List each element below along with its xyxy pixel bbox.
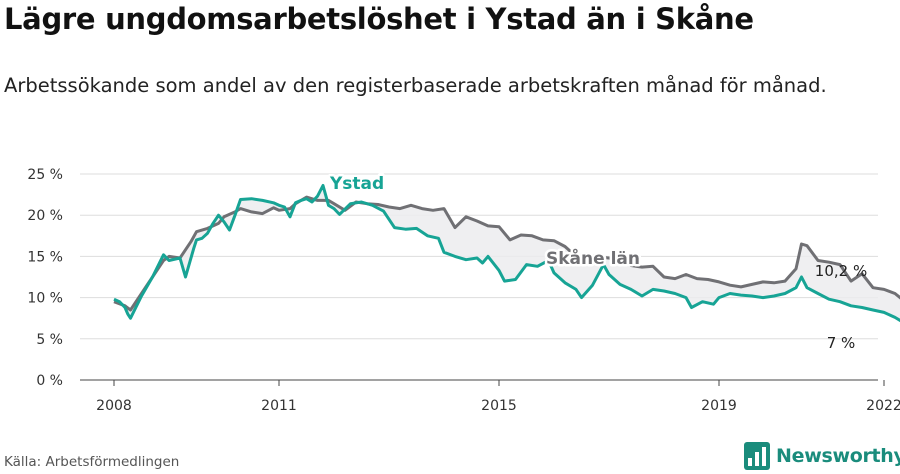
chart-title: Lägre ungdomsarbetslöshet i Ystad än i S… (4, 2, 754, 36)
source-note: Källa: Arbetsförmedlingen (4, 454, 180, 470)
newsworthy-logo-icon (744, 442, 770, 470)
y-tick-label: 25 % (27, 167, 63, 183)
y-tick-label: 5 % (36, 332, 63, 348)
gap-band (114, 185, 900, 321)
x-tick-label: 2015 (481, 398, 517, 414)
y-tick-label: 15 % (27, 249, 63, 265)
chart-subtitle: Arbetssökande som andel av den registerb… (4, 74, 827, 97)
brand-name: Newsworthy (776, 445, 900, 467)
end-label-skane: 10,2 % (815, 262, 867, 280)
gridlines (80, 173, 878, 381)
series-label-skane: Skåne län (546, 247, 640, 269)
x-tick-label: 2022 (866, 398, 900, 414)
x-tick-label: 2011 (261, 398, 297, 414)
y-tick-label: 0 % (36, 373, 63, 389)
end-label-ystad: 7 % (827, 334, 856, 352)
series-label-ystad: Ystad (329, 174, 384, 194)
axes: 0 % 5 % 10 % 15 % 20 % 25 % 2008 2011 2015 2019 20… (27, 167, 900, 414)
x-tick-label: 2008 (96, 398, 132, 414)
brand-logo: Newsworthy (744, 441, 900, 471)
series-label-ystad-halo: Ystad (329, 174, 384, 194)
series-line-ystad (113, 184, 900, 323)
series-label-skane-halo: Skåne län (546, 247, 640, 269)
x-tick-label: 2019 (701, 398, 737, 414)
series (113, 184, 900, 323)
y-tick-label: 20 % (27, 208, 63, 224)
y-tick-label: 10 % (27, 291, 63, 307)
